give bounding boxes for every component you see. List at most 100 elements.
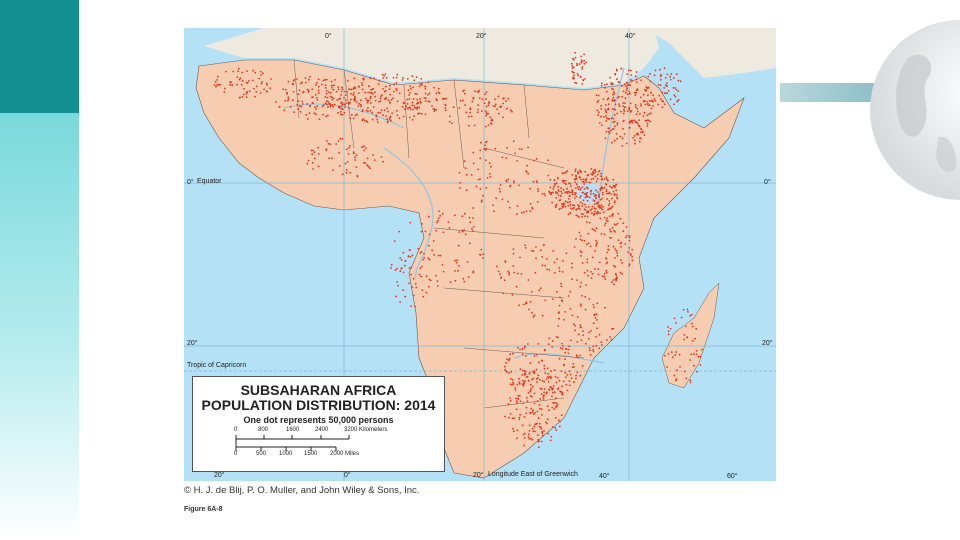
population-dot [259, 70, 262, 73]
population-dot [444, 109, 447, 112]
population-dot [568, 380, 571, 382]
population-dot [420, 112, 423, 115]
population-dot [593, 200, 596, 203]
population-dot [553, 184, 556, 187]
population-dot [332, 84, 335, 87]
population-dot [600, 187, 603, 190]
population-dot [595, 335, 597, 338]
population-dot [615, 279, 617, 282]
population-dot [543, 391, 545, 394]
population-dot [513, 430, 515, 433]
population-dot [528, 430, 531, 432]
population-dot [610, 141, 613, 144]
population-dot [584, 196, 587, 199]
population-dot [552, 401, 555, 404]
population-dot [533, 372, 536, 375]
population-dot [612, 245, 615, 248]
scale-mi-500: 500 [256, 451, 267, 457]
population-dot [613, 100, 616, 102]
population-dot [645, 89, 648, 92]
population-dot [625, 89, 628, 92]
population-dot [344, 99, 347, 102]
population-dot [423, 97, 426, 99]
population-dot [562, 206, 565, 208]
population-dot [664, 77, 667, 79]
population-dot [377, 111, 380, 114]
population-dot [355, 154, 358, 157]
population-dot [326, 96, 329, 99]
population-dot [563, 202, 566, 205]
population-dot [223, 91, 226, 93]
population-dot [312, 168, 315, 170]
bottom-lon-40e: 40° [599, 473, 610, 480]
population-dot [617, 239, 620, 242]
population-dot [366, 99, 369, 102]
population-dot [521, 424, 524, 427]
population-dot [613, 185, 616, 188]
population-dot [689, 314, 692, 317]
population-dot [322, 104, 325, 107]
population-dot [552, 186, 555, 188]
population-dot [490, 165, 492, 168]
population-dot [532, 180, 535, 183]
population-dot [564, 351, 567, 354]
population-dot [563, 363, 565, 366]
population-dot [516, 160, 519, 162]
population-dot [676, 369, 678, 372]
population-dot [483, 102, 486, 104]
population-dot [396, 281, 399, 283]
population-dot [360, 82, 363, 84]
population-dot [383, 109, 386, 112]
population-dot [628, 247, 631, 249]
population-dot [299, 82, 302, 85]
population-dot [540, 428, 543, 430]
population-dot [633, 119, 636, 122]
population-dot [392, 97, 394, 100]
population-dot [441, 98, 444, 100]
population-dot [538, 403, 541, 406]
population-dot [408, 282, 410, 285]
population-dot [575, 214, 578, 217]
population-dot [293, 111, 296, 113]
population-dot [522, 383, 525, 385]
population-dot [584, 208, 587, 211]
population-dot [569, 308, 572, 310]
population-dot [571, 193, 574, 196]
scale-mi-0: 0 [234, 451, 238, 457]
population-dot [507, 200, 509, 203]
legend-dot-note: One dot represents 50,000 persons [243, 415, 394, 425]
population-dot [659, 84, 662, 86]
population-dot [576, 215, 579, 217]
population-dot [580, 170, 583, 173]
population-dot [338, 165, 341, 167]
population-dot [554, 206, 557, 209]
population-dot [596, 212, 598, 215]
population-dot [362, 78, 364, 80]
population-dot [576, 341, 579, 343]
population-dot [674, 96, 677, 98]
population-dot [530, 290, 533, 293]
population-dot [379, 112, 381, 114]
population-dot [562, 271, 564, 273]
population-dot [353, 99, 356, 102]
population-dot [538, 361, 540, 364]
population-dot [541, 432, 544, 435]
population-dot [366, 107, 369, 109]
population-dot [547, 432, 550, 435]
population-dot [587, 232, 590, 235]
population-dot [625, 142, 628, 145]
population-dot [539, 398, 542, 400]
population-dot [373, 77, 375, 80]
population-dot [346, 91, 348, 93]
population-dot [613, 125, 616, 128]
population-dot [595, 180, 598, 183]
population-dot [683, 370, 686, 373]
population-dot [505, 361, 508, 364]
equator-right-label: 0° [764, 179, 771, 186]
population-dot [444, 104, 447, 107]
population-dot [419, 252, 422, 254]
population-dot [564, 179, 567, 182]
population-dot [601, 197, 603, 200]
population-dot [695, 349, 698, 352]
population-dot [599, 217, 602, 220]
